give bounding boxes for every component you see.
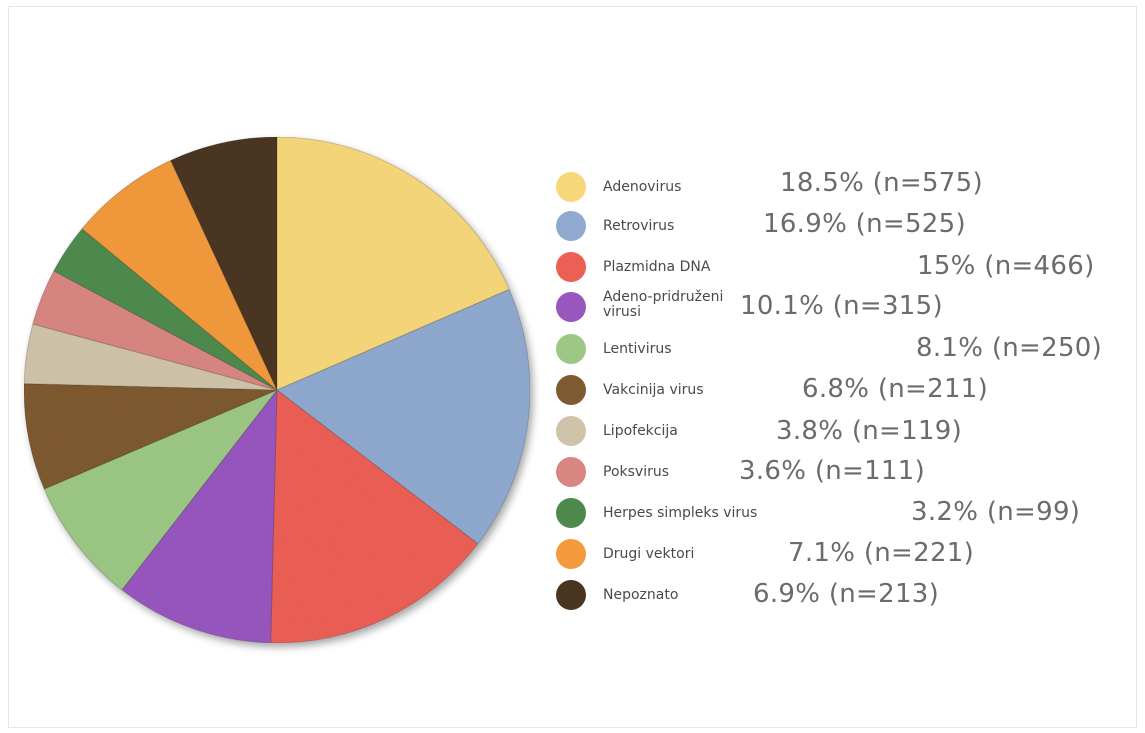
- pie-slice-1: [276, 288, 531, 545]
- pie-slice-3: [121, 388, 278, 644]
- legend-swatch: [556, 252, 586, 282]
- legend-label: Plazmidna DNA: [603, 259, 711, 275]
- legend-swatch: [556, 416, 586, 446]
- legend-swatch: [556, 375, 586, 405]
- legend-swatch: [556, 172, 586, 202]
- legend-label: Drugi vektori: [603, 546, 695, 562]
- data-label: 7.1% (n=221): [788, 538, 975, 568]
- pie-slice-9: [81, 159, 278, 391]
- pie-slice-4: [43, 388, 279, 591]
- legend-swatch: [556, 211, 586, 241]
- data-label: 3.2% (n=99): [911, 497, 1081, 527]
- pie-slice-2: [270, 389, 479, 644]
- legend-swatch: [556, 580, 586, 610]
- legend-swatch: [556, 334, 586, 364]
- legend-label: Retrovirus: [603, 218, 675, 234]
- pie-slice-5: [23, 383, 278, 490]
- data-label: 3.6% (n=111): [739, 456, 926, 486]
- data-label: 3.8% (n=119): [776, 416, 963, 446]
- legend-label: Herpes simpleks virus: [603, 505, 758, 521]
- legend-label: Poksvirus: [603, 464, 670, 480]
- data-label: 15% (n=466): [917, 251, 1095, 281]
- data-label: 6.9% (n=213): [753, 579, 940, 609]
- legend-swatch: [556, 498, 586, 528]
- legend-label: Adeno-pridruženi virusi: [603, 289, 724, 320]
- pie-slice-10: [170, 136, 278, 391]
- data-label: 18.5% (n=575): [780, 168, 983, 198]
- legend-label: Nepoznato: [603, 587, 679, 603]
- legend-label: Lentivirus: [603, 341, 672, 357]
- pie-slice-0: [276, 136, 510, 391]
- data-label: 8.1% (n=250): [916, 333, 1103, 363]
- legend-label: Lipofekcija: [603, 423, 678, 439]
- legend-swatch: [556, 292, 586, 322]
- legend-label: Adenovirus: [603, 179, 682, 195]
- legend-label: Vakcinija virus: [603, 382, 704, 398]
- data-label: 6.8% (n=211): [802, 374, 989, 404]
- legend-swatch: [556, 539, 586, 569]
- data-label: 10.1% (n=315): [740, 291, 943, 321]
- data-label: 16.9% (n=525): [763, 209, 966, 239]
- legend-swatch: [556, 457, 586, 487]
